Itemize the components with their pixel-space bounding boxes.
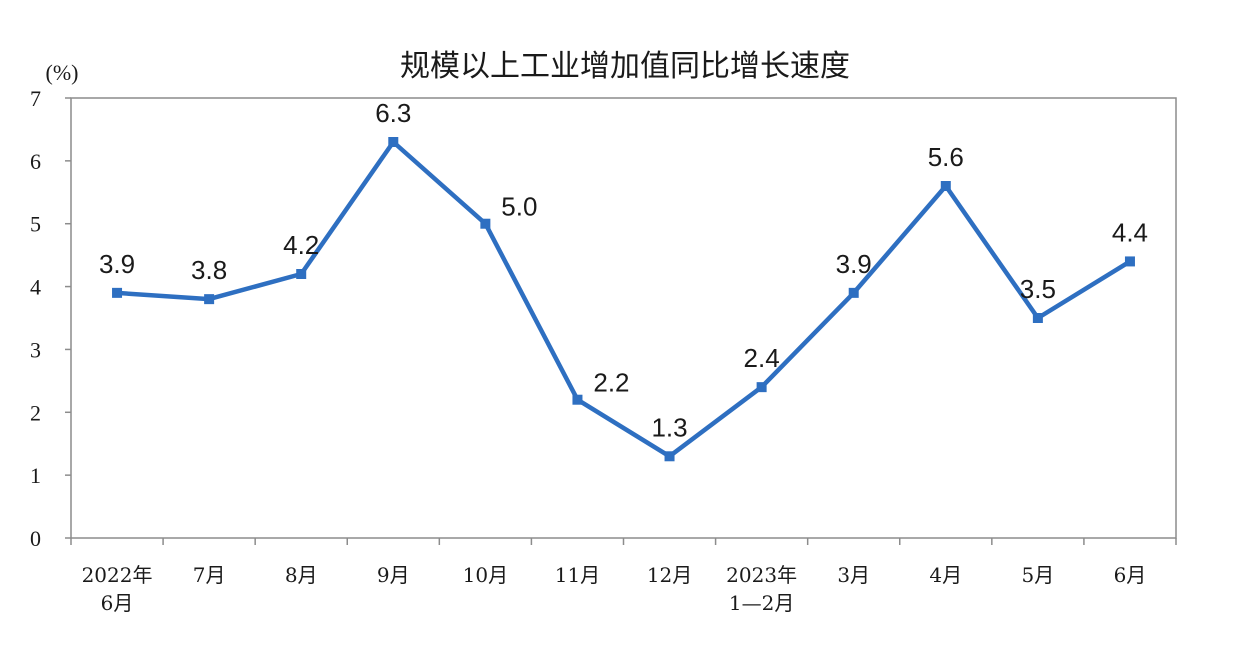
y-tick-label: 5 [30,212,41,237]
data-point [940,181,951,191]
data-label: 4.4 [1112,217,1148,247]
x-tick-label: 2022年 6月 [82,563,153,615]
x-tick-label: 5月 [1022,563,1055,587]
x-tick-label: 6月 [1114,563,1147,587]
x-tick-label: 8月 [285,563,318,587]
data-point [572,394,583,405]
data-point [204,294,215,305]
y-axis-ticks: 0 1 2 3 4 5 6 7 [30,86,71,551]
data-point [756,382,767,393]
y-tick-label: 4 [30,275,41,300]
data-label: 5.0 [501,192,537,222]
data-point [296,269,307,279]
y-tick-label: 7 [30,86,41,111]
data-point [480,218,491,229]
x-tick-label: 3月 [837,563,870,587]
x-tick-label: 2023年 1—2月 [726,563,797,615]
series-line [116,139,1132,459]
x-tick-label: 11月 [555,563,600,587]
data-point [388,137,399,147]
y-axis-unit-label: (%) [46,60,79,85]
x-tick-label: 4月 [929,563,962,587]
data-point [112,287,123,298]
chart-title: 规模以上工业增加值同比增长速度 [400,49,850,84]
data-labels: 3.9 3.8 4.2 6.3 5.0 2.2 1.3 2.4 3.9 5.6 3.5 4.4 [99,98,1148,442]
x-tick-label: 12月 [647,563,692,587]
y-tick-label: 1 [30,463,41,488]
data-label: 5.6 [928,142,964,172]
data-point [664,451,675,462]
data-label: 1.3 [651,412,687,442]
x-tick-label: 7月 [193,563,226,587]
y-tick-label: 6 [30,149,41,174]
y-tick-label: 2 [30,400,41,425]
data-label: 2.4 [744,343,780,373]
data-label: 6.3 [375,98,411,128]
y-tick-label: 3 [30,337,41,362]
data-label: 3.8 [191,255,227,285]
series-markers [112,137,1135,462]
data-label: 4.2 [283,230,319,260]
x-tick-label: 10月 [463,563,508,587]
x-tick-label: 9月 [377,563,410,587]
data-point [1032,313,1043,323]
plot-frame [70,97,1177,539]
x-axis-ticks: 2022年 6月 7月 8月 9月 10月 11月 12月 2023年 1—2月 3月 4月 5月 6月 [70,538,1177,615]
data-label: 3.5 [1020,274,1056,304]
data-point [848,287,859,298]
data-label: 3.9 [99,249,135,279]
data-label: 3.9 [836,249,872,279]
data-label: 2.2 [593,368,629,398]
data-point [1124,256,1135,267]
y-tick-label: 0 [30,526,41,551]
